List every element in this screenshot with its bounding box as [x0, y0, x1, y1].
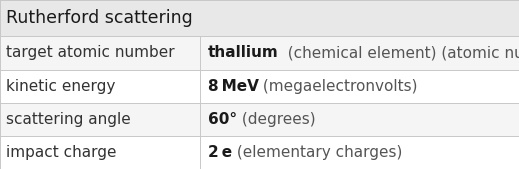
Text: (elementary charges): (elementary charges): [231, 145, 402, 160]
Bar: [0, 103, 519, 136]
Bar: [0, 69, 519, 103]
Text: thallium: thallium: [208, 45, 278, 61]
Text: (degrees): (degrees): [237, 112, 316, 127]
Text: kinetic energy: kinetic energy: [6, 79, 116, 94]
Text: 60°: 60°: [208, 112, 237, 127]
Text: impact charge: impact charge: [6, 145, 117, 160]
Text: scattering angle: scattering angle: [6, 112, 131, 127]
Text: (chemical element) (atomic number):: (chemical element) (atomic number):: [278, 45, 519, 61]
Bar: [0, 136, 519, 169]
Text: Rutherford scattering: Rutherford scattering: [6, 9, 193, 27]
Text: 8 MeV: 8 MeV: [208, 79, 258, 94]
Bar: [0, 0, 519, 36]
Text: target atomic number: target atomic number: [6, 45, 175, 61]
Bar: [0, 36, 519, 69]
Text: (megaelectronvolts): (megaelectronvolts): [258, 79, 418, 94]
Text: 2 e: 2 e: [208, 145, 231, 160]
